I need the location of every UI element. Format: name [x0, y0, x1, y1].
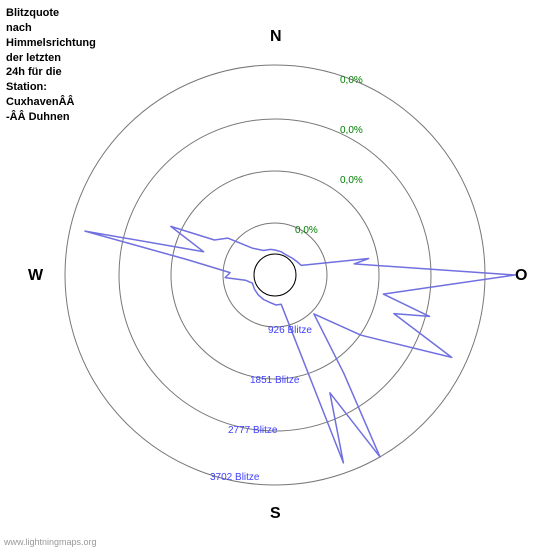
compass-w: W [28, 267, 43, 285]
compass-n: N [270, 28, 282, 46]
ring-label-blue-0: 926 Blitze [268, 325, 312, 336]
ring-label-green-0: 0,0% [340, 75, 363, 86]
ring-label-green-2: 0,0% [340, 175, 363, 186]
ring-label-blue-1: 1851 Blitze [250, 375, 299, 386]
compass-s: S [270, 505, 281, 523]
chart-title: BlitzquotenachHimmelsrichtungder letzten… [6, 6, 96, 125]
ring-label-green-3: 0,0% [295, 225, 318, 236]
footer-attribution: www.lightningmaps.org [4, 537, 97, 547]
ring-label-blue-3: 3702 Blitze [210, 472, 259, 483]
compass-o: O [515, 267, 527, 285]
ring-label-blue-2: 2777 Blitze [228, 425, 277, 436]
ring-label-green-1: 0,0% [340, 125, 363, 136]
